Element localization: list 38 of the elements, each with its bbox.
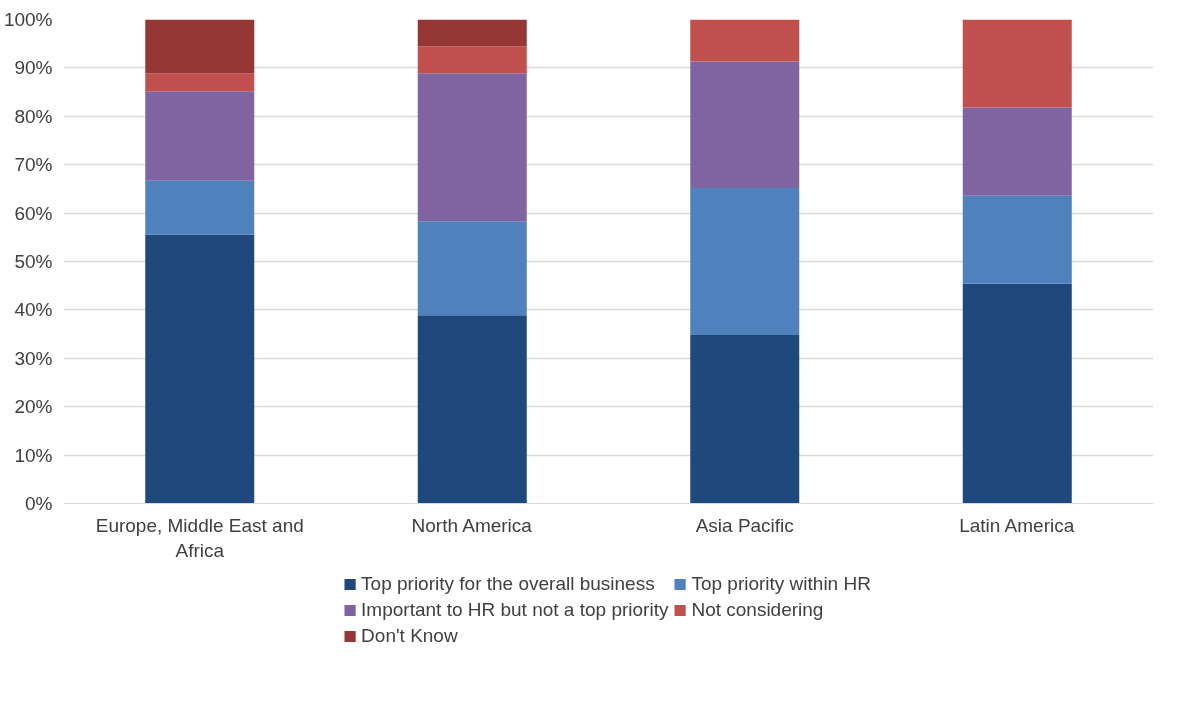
bar [145, 73, 255, 92]
bar [690, 19, 800, 62]
x-tick-label: North America [411, 514, 533, 536]
y-tick-label: 100% [3, 9, 53, 30]
x-tick-label: Europe, Middle East and Africa [95, 514, 304, 561]
y-tick-label: 60% [14, 202, 53, 224]
bar [145, 234, 255, 504]
bar [417, 315, 527, 504]
bar [962, 195, 1072, 284]
bar [417, 19, 527, 47]
bar [690, 61, 800, 188]
y-tick-label: 10% [14, 444, 53, 466]
bar [417, 73, 527, 222]
bar [690, 335, 800, 504]
y-tick-label: 30% [14, 347, 53, 369]
legend-label: Don't Know [361, 625, 458, 647]
bar [145, 19, 255, 74]
y-tick-label: 20% [14, 396, 53, 418]
y-tick-label: 80% [14, 105, 53, 127]
bar [145, 180, 255, 235]
y-tick-label: 90% [14, 57, 53, 79]
legend-label: Not considering [691, 599, 824, 621]
x-tick-label: Latin America [959, 514, 1075, 536]
bar [962, 19, 1072, 108]
bar [690, 187, 800, 336]
y-tick-label: 0% [25, 493, 53, 514]
legend-label: Important to HR but not a top priority [361, 599, 669, 621]
bar [962, 107, 1072, 196]
x-tick-label: Asia Pacific [695, 514, 794, 536]
bar [145, 91, 255, 181]
bar [417, 46, 527, 74]
legend-label: Top priority within HR [691, 573, 871, 595]
y-tick-label: 50% [14, 251, 53, 272]
y-tick-label: 70% [14, 154, 53, 176]
bar [417, 221, 527, 316]
y-tick-label: 40% [14, 299, 53, 321]
bar [962, 283, 1072, 504]
legend-label: Top priority for the overall business [361, 573, 655, 595]
